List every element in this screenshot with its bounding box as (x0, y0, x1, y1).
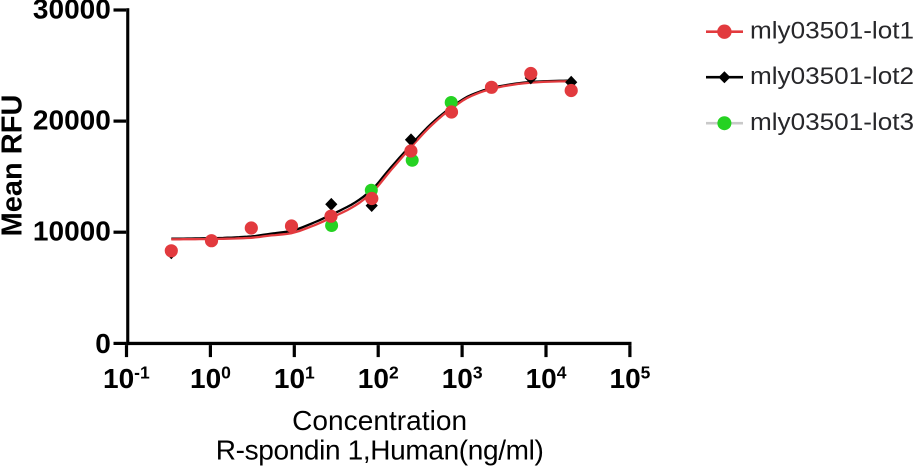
svg-text:105: 105 (610, 363, 651, 394)
svg-text:10000: 10000 (33, 216, 111, 247)
svg-text:0: 0 (95, 328, 111, 359)
svg-text:mly03501-lot2: mly03501-lot2 (750, 63, 914, 90)
svg-text:mly03501-lot3: mly03501-lot3 (750, 109, 914, 136)
svg-text:Concentration: Concentration (292, 405, 467, 436)
svg-text:Mean RFU: Mean RFU (0, 95, 29, 237)
svg-text:R-spondin 1,Human(ng/ml): R-spondin 1,Human(ng/ml) (216, 435, 544, 466)
svg-text:102: 102 (358, 363, 399, 394)
svg-text:30000: 30000 (33, 0, 111, 25)
svg-text:10-1: 10-1 (103, 363, 150, 394)
svg-text:mly03501-lot1: mly03501-lot1 (750, 18, 914, 45)
svg-text:104: 104 (526, 363, 567, 394)
svg-text:101: 101 (274, 363, 315, 394)
svg-text:100: 100 (190, 363, 231, 394)
svg-text:20000: 20000 (33, 105, 111, 136)
svg-text:103: 103 (442, 363, 483, 394)
